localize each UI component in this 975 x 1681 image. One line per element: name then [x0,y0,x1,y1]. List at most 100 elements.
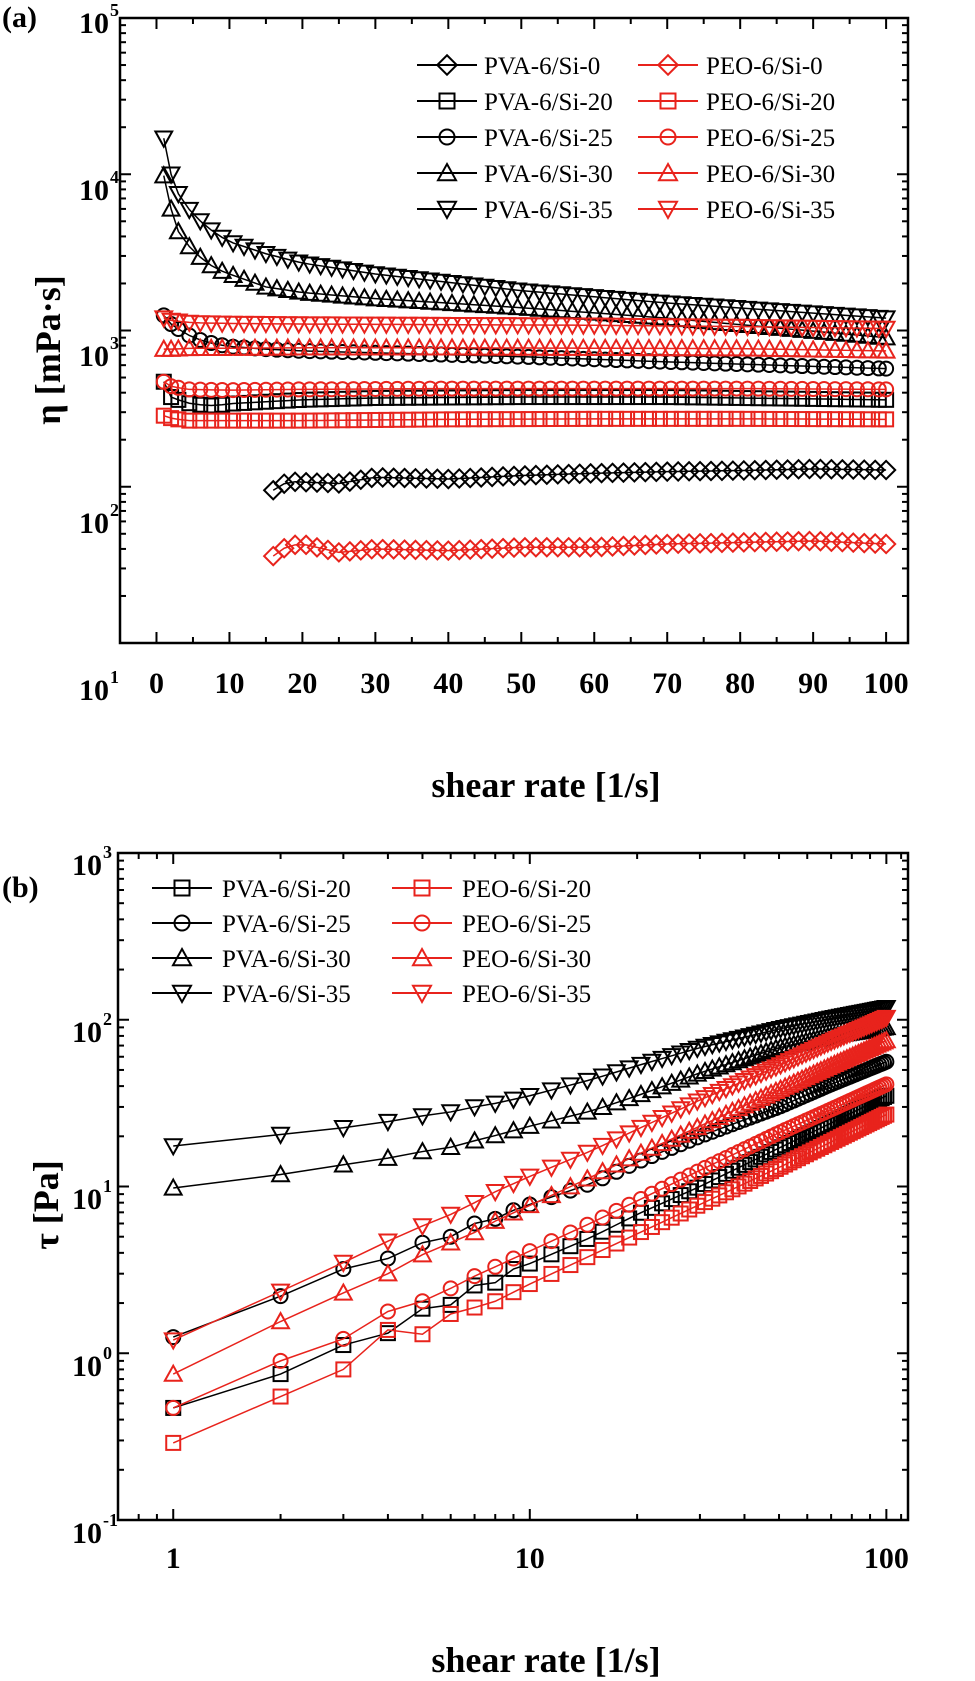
legend-entry: PVA-6/Si-30 [417,161,613,188]
data-point [878,1053,895,1070]
data-point [878,411,895,428]
legend-label: PVA-6/Si-30 [222,946,351,973]
legend-label: PEO-6/Si-20 [462,876,591,903]
data-point [168,313,189,332]
data-point [750,1025,772,1044]
data-point [785,1152,802,1169]
data-point [440,1104,461,1123]
data-point [255,316,277,335]
data-point [376,316,397,335]
data-point [365,316,386,335]
data-point [744,531,766,553]
data-point [569,463,591,485]
data-point [290,381,307,398]
data-point [553,389,570,406]
data-point [687,1063,708,1082]
panel-b-stress-chart: (b) 10 -1 10 0 10 1 10 2 10 3 1 [2,842,910,1680]
data-point [496,281,517,300]
legend-label: PVA-6/Si-25 [484,125,613,152]
data-point [579,1249,596,1266]
data-point [671,296,692,315]
svg-text:10: 10 [79,674,109,707]
panel-b-y-axis-label: τ [Pa] [26,1160,66,1250]
data-point [225,382,242,399]
legend-entry: PVA-6/Si-0 [417,53,600,80]
legend-marker [436,161,458,182]
data-point [312,381,329,398]
data-point [181,381,198,398]
data-point [748,338,769,357]
data-point [377,1113,399,1133]
data-point [487,411,504,428]
data-point [562,1257,579,1274]
data-point [519,1115,540,1134]
data-point [876,320,897,339]
data-point [722,1032,743,1051]
series-PEO-6/Si-20 [155,407,895,429]
data-point [878,1106,895,1123]
data-point [869,1033,890,1052]
data-point [857,340,878,359]
legend-entry: PVA-6/Si-20 [152,876,351,903]
data-point [740,1070,761,1089]
data-point [519,1194,540,1214]
svg-text:10: 10 [79,507,109,540]
data-point [246,394,263,411]
data-point [564,350,581,367]
data-point [509,380,526,397]
data-point [770,1078,791,1097]
data-point [623,534,645,556]
data-point [739,410,756,427]
data-point [332,285,353,304]
data-point [638,318,660,337]
data-point [584,337,605,356]
data-point [339,540,361,562]
series-line [272,468,887,491]
data-point [354,287,375,306]
data-point [794,411,811,428]
data-point [443,389,460,406]
svg-text:10: 10 [72,1517,102,1550]
data-point [270,1283,291,1302]
data-point [412,1141,433,1160]
data-point [584,302,605,321]
data-point [597,351,614,368]
data-point [876,1009,897,1029]
data-point [268,341,285,358]
data-point [422,411,439,428]
data-point [671,338,692,357]
data-point [608,352,625,369]
data-point [748,319,769,338]
data-point [464,1130,485,1149]
legend-marker [411,946,433,967]
data-point [365,288,386,307]
data-point [702,1110,723,1129]
data-point [759,319,780,338]
data-point [597,389,614,406]
data-point [649,294,671,313]
data-point [788,530,810,552]
data-point [192,412,209,429]
data-point [592,1096,613,1116]
data-point [520,411,537,428]
series-PVA-6/Si-0 [262,458,897,501]
data-point [474,294,495,314]
data-point [827,381,844,398]
data-point [846,308,868,327]
legend-marker [171,946,193,967]
panel-b-y-tick-labels: 10 -1 10 0 10 1 10 2 10 3 [72,842,118,1550]
series-PEO-6/Si-35 [153,310,897,339]
data-point [672,1171,689,1188]
data-point [737,338,758,357]
data-point [290,412,307,429]
data-point [443,380,460,397]
data-point [541,1110,562,1129]
data-point [542,349,559,366]
data-point [661,1048,682,1067]
data-point [487,1293,504,1310]
data-point [661,1128,682,1147]
data-point [485,1184,506,1203]
panel-b-legend: PVA-6/Si-20 PVA-6/Si-25 PVA-6/Si-30 PVA-6/S… [152,876,591,1008]
panel-a-plot-area [118,16,910,645]
data-point [507,337,528,356]
